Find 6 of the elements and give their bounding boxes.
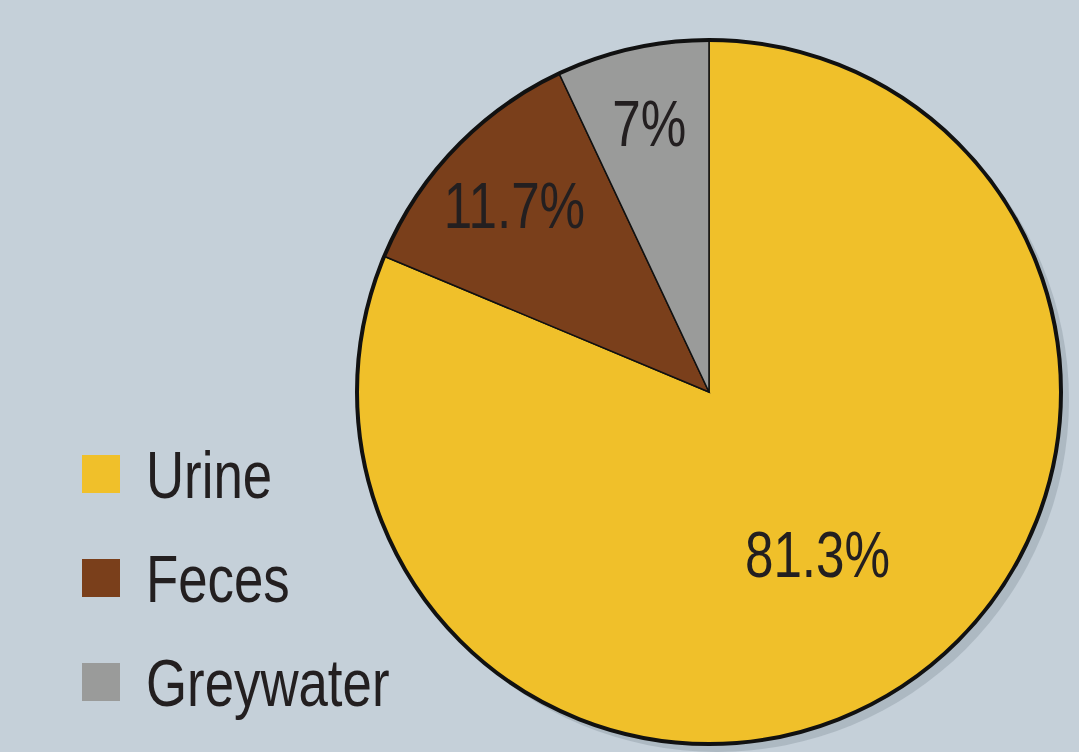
data-label: 81.3% bbox=[744, 519, 891, 591]
data-label: 11.7% bbox=[443, 170, 586, 242]
legend-label: Feces bbox=[146, 542, 290, 616]
legend-label: Greywater bbox=[146, 646, 390, 720]
data-label: 7% bbox=[612, 89, 687, 160]
legend-label: Urine bbox=[146, 438, 273, 512]
